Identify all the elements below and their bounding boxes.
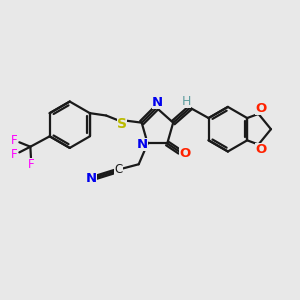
Text: F: F [11, 134, 18, 147]
Text: N: N [137, 138, 148, 151]
Text: O: O [255, 102, 266, 115]
Text: F: F [28, 158, 34, 171]
Text: S: S [117, 117, 127, 131]
Text: H: H [182, 95, 191, 108]
Text: O: O [255, 143, 266, 156]
Text: O: O [179, 147, 190, 160]
Text: F: F [11, 148, 18, 161]
Text: N: N [86, 172, 97, 185]
Text: C: C [114, 163, 123, 176]
Text: N: N [152, 96, 163, 109]
